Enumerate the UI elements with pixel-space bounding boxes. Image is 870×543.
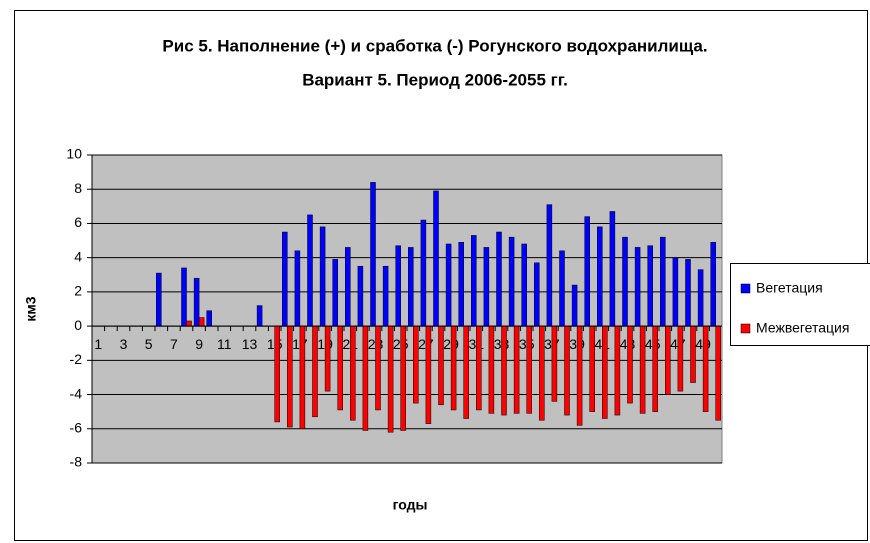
bar — [206, 310, 212, 327]
bar — [647, 245, 653, 327]
bar — [622, 236, 628, 327]
y-tick-label: 8 — [74, 180, 82, 196]
bar — [597, 226, 603, 327]
bar — [508, 236, 515, 327]
legend-label: Межвегетация — [756, 320, 849, 336]
bar — [382, 265, 389, 327]
bar — [350, 325, 356, 421]
bar — [672, 257, 679, 327]
legend-swatch — [740, 283, 751, 294]
bar — [715, 325, 721, 421]
bar — [534, 262, 540, 327]
legend-label: Вегетация — [756, 280, 823, 296]
x-tick-label: 9 — [195, 336, 203, 352]
bar — [634, 247, 641, 327]
bar — [332, 259, 338, 327]
x-tick-label: 5 — [145, 336, 153, 352]
bar — [660, 236, 666, 327]
y-tick-label: -8 — [70, 454, 83, 470]
chart-subtitle: Вариант 5. Период 2006-2055 гг. — [302, 70, 568, 89]
bar — [420, 219, 427, 327]
y-tick-label: 0 — [74, 317, 82, 333]
bar — [186, 320, 192, 327]
bar — [450, 325, 457, 411]
bar — [307, 214, 313, 327]
x-tick-label: 1 — [94, 336, 102, 352]
x-axis-label: годы — [393, 497, 428, 513]
chart-title: Рис 5. Наполнение (+) и сработка (-) Рог… — [162, 36, 707, 55]
bar — [458, 242, 464, 327]
y-tick-label: -4 — [70, 385, 83, 401]
x-tick-label: 11 — [217, 336, 232, 352]
bar — [546, 204, 553, 327]
bar — [576, 325, 583, 426]
bar — [345, 247, 351, 327]
bar — [471, 235, 477, 327]
x-tick-label: 7 — [170, 336, 178, 352]
legend — [730, 263, 870, 346]
bar — [526, 325, 532, 414]
y-tick-label: 2 — [74, 283, 82, 299]
bar — [559, 250, 565, 327]
bar — [710, 242, 716, 327]
bar — [690, 325, 696, 383]
bar — [294, 250, 301, 327]
bar — [702, 325, 709, 412]
bar — [299, 325, 306, 430]
bar — [282, 231, 288, 327]
bar — [400, 325, 406, 431]
bar — [685, 259, 691, 327]
bar — [652, 325, 658, 412]
y-tick-label: -6 — [70, 419, 83, 435]
x-tick-label: 3 — [120, 336, 128, 352]
bar — [375, 325, 381, 411]
bar — [584, 216, 590, 327]
bar — [425, 325, 432, 424]
bar — [433, 190, 439, 327]
y-tick-label: 4 — [74, 248, 82, 264]
bar — [198, 317, 205, 327]
bar — [357, 265, 364, 327]
bar — [476, 325, 482, 411]
bar — [602, 325, 608, 419]
bar — [319, 226, 326, 327]
y-tick-label: 10 — [66, 146, 82, 162]
y-tick-label: -2 — [70, 351, 83, 367]
bar — [370, 182, 376, 327]
bar — [697, 269, 704, 327]
bar — [408, 247, 414, 327]
bar — [274, 325, 280, 423]
bar — [181, 267, 187, 327]
x-tick-label: 13 — [242, 336, 258, 352]
bar — [324, 325, 331, 392]
bar — [496, 231, 502, 327]
bar — [551, 325, 558, 402]
bar — [256, 305, 263, 327]
y-axis-label: км3 — [23, 296, 39, 321]
bar — [571, 284, 578, 327]
bar — [193, 277, 200, 327]
bar — [483, 247, 490, 327]
legend-swatch — [740, 323, 751, 334]
bar — [521, 243, 527, 327]
y-tick-label: 6 — [74, 214, 82, 230]
bar — [156, 272, 162, 327]
bar — [609, 211, 616, 327]
bar — [445, 243, 452, 327]
bar — [627, 325, 633, 404]
bar — [395, 245, 401, 327]
bar — [677, 325, 684, 392]
bar — [501, 325, 507, 416]
